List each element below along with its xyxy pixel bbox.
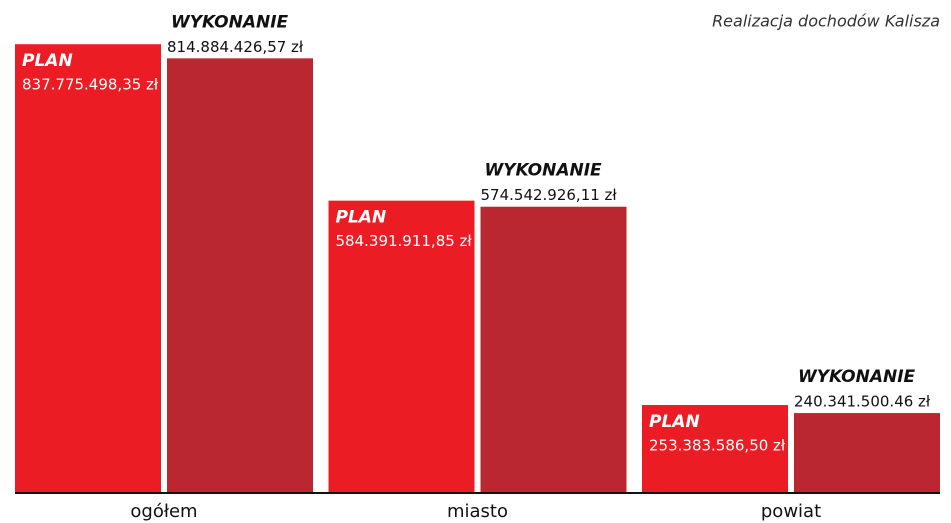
- bar: [15, 44, 161, 492]
- x-tick-label: miasto: [447, 501, 508, 522]
- series-label: PLAN: [22, 51, 73, 71]
- value-label: 837.775.498,35 zł: [22, 76, 159, 94]
- series-label: PLAN: [336, 208, 387, 228]
- bar: [480, 206, 627, 492]
- series-label: WYKONANIE: [798, 367, 916, 387]
- series-label: PLAN: [649, 412, 700, 432]
- chart-title: Realizacja dochodów Kalisza: [712, 12, 940, 31]
- value-label: 253.383.586,50 zł: [649, 437, 786, 455]
- series-label: WYKONANIE: [485, 161, 603, 181]
- bar: [167, 58, 313, 492]
- x-tick-label: powiat: [761, 501, 821, 522]
- bar: [794, 413, 940, 492]
- bar: [642, 405, 788, 492]
- value-label: 240.341.500.46 zł: [794, 393, 931, 411]
- value-label: 574.542.926,11 zł: [481, 186, 618, 204]
- x-tick-label: ogółem: [130, 501, 197, 522]
- bar: [328, 200, 475, 493]
- value-label: 814.884.426,57 zł: [167, 38, 304, 56]
- value-label: 584.391.911,85 zł: [336, 232, 473, 250]
- series-label: WYKONANIE: [171, 12, 289, 32]
